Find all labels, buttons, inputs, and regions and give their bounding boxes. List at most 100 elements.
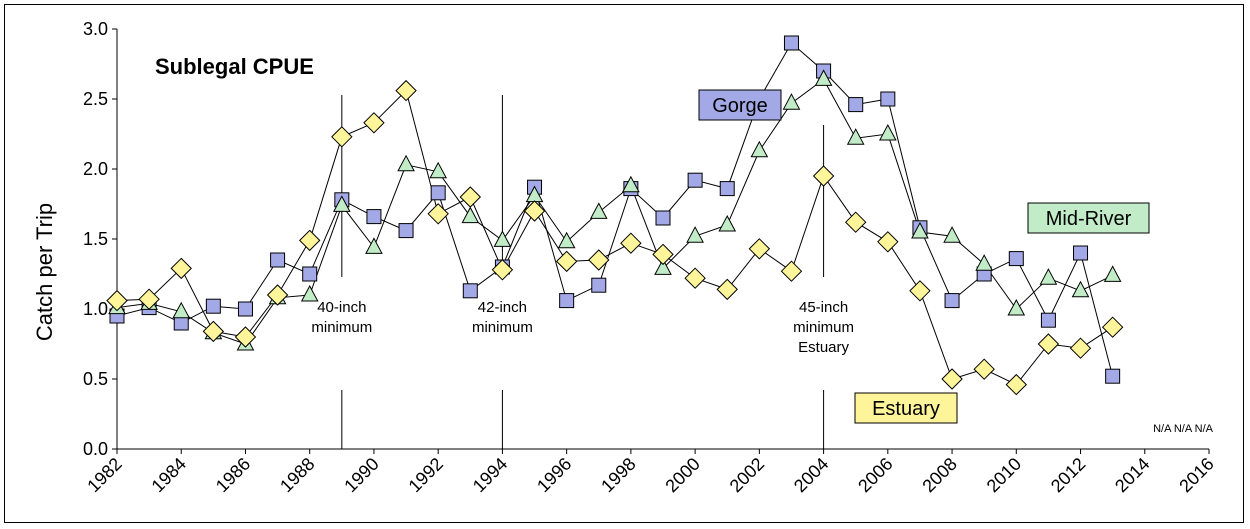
chart-title: Sublegal CPUE (155, 54, 314, 79)
y-tick-label: 1.0 (83, 299, 108, 319)
point-estuary (748, 238, 771, 260)
point-mid-river (1039, 268, 1058, 285)
point-gorge (302, 266, 318, 282)
point-gorge (1008, 251, 1024, 267)
point-mid-river (943, 226, 961, 243)
x-tick-label: 1986 (212, 454, 254, 496)
point-estuary (266, 284, 289, 306)
x-tick-label: 1990 (340, 454, 382, 496)
point-gorge (1040, 312, 1056, 328)
regulation-annotation: minimum (472, 319, 533, 336)
series-line-gorge (116, 42, 1114, 377)
point-mid-river (654, 258, 672, 275)
point-mid-river (493, 230, 512, 247)
point-estuary (1037, 333, 1060, 355)
point-estuary (941, 368, 963, 390)
x-tick-label: 2014 (1111, 454, 1153, 496)
x-tick-label: 2000 (661, 454, 703, 496)
regulation-annotation: 45-inch (799, 299, 848, 316)
y-tick-label: 1.5 (83, 229, 108, 249)
point-mid-river (911, 221, 929, 239)
point-gorge (591, 277, 607, 293)
x-tick-label: 1992 (405, 454, 447, 496)
point-mid-river (300, 284, 319, 302)
x-tick-label: 2006 (854, 454, 896, 496)
y-tick-label: 0.5 (83, 369, 108, 389)
point-gorge (944, 293, 960, 309)
point-mid-river (557, 231, 576, 249)
point-estuary (973, 358, 995, 380)
point-mid-river (814, 69, 833, 86)
legend-label-gorge: Gorge (712, 95, 768, 117)
point-estuary (844, 211, 867, 233)
point-estuary (523, 200, 546, 222)
point-estuary (684, 267, 706, 289)
point-gorge (462, 283, 478, 299)
point-gorge (880, 91, 896, 107)
point-gorge (1105, 368, 1121, 384)
point-estuary (170, 257, 192, 280)
point-gorge (366, 209, 382, 225)
x-tick-label: 2008 (918, 454, 960, 496)
point-estuary (106, 289, 128, 312)
point-gorge (559, 293, 575, 309)
point-estuary (298, 229, 321, 252)
point-estuary (555, 250, 578, 273)
chart-frame (4, 4, 1244, 523)
point-gorge (430, 185, 446, 201)
point-estuary (652, 243, 674, 266)
legend-box-estuary (854, 392, 958, 424)
y-tick-label: 2.5 (83, 89, 108, 109)
point-mid-river (878, 123, 897, 141)
x-tick-label: 2012 (1047, 454, 1089, 496)
point-estuary (363, 112, 385, 134)
point-mid-river (1071, 280, 1090, 298)
point-mid-river (365, 237, 383, 254)
y-axis-label: Catch per Trip (32, 203, 57, 341)
series-line-mid-river (116, 78, 1113, 345)
point-gorge (719, 181, 735, 197)
series-line-estuary (116, 89, 1113, 386)
legend-box-gorge (698, 89, 782, 121)
legend-label-estuary: Estuary (872, 398, 940, 420)
point-estuary (588, 249, 610, 271)
point-mid-river (622, 175, 640, 193)
point-estuary (620, 232, 642, 254)
point-mid-river (846, 128, 865, 145)
x-tick-label: 1994 (469, 454, 511, 496)
point-estuary (780, 260, 803, 282)
point-gorge (270, 252, 286, 268)
point-estuary (877, 231, 899, 253)
point-mid-river (750, 140, 769, 158)
point-mid-river (429, 161, 448, 179)
point-estuary (909, 280, 931, 302)
point-gorge (398, 223, 414, 239)
na-note: N/A N/A N/A (1153, 423, 1214, 435)
x-tick-label: 1996 (533, 454, 575, 496)
point-estuary (138, 288, 160, 310)
legend-box-mid-river (1027, 202, 1150, 234)
point-estuary (812, 165, 835, 187)
regulation-annotation: minimum (793, 319, 854, 336)
point-estuary (427, 203, 449, 225)
point-estuary (234, 326, 257, 348)
regulation-annotation: Estuary (798, 339, 849, 356)
regulation-annotation: minimum (311, 319, 372, 336)
x-tick-label: 1984 (148, 454, 190, 496)
point-estuary (1005, 373, 1028, 396)
x-tick-label: 2004 (790, 454, 832, 496)
point-gorge (783, 35, 799, 51)
point-mid-river (589, 202, 608, 219)
x-tick-label: 1982 (83, 454, 125, 496)
regulation-annotation: 42-inch (478, 299, 527, 316)
point-estuary (459, 186, 482, 208)
point-mid-river (397, 154, 415, 172)
point-mid-river (718, 214, 737, 232)
x-tick-label: 1988 (276, 454, 318, 496)
point-gorge (848, 97, 864, 113)
point-estuary (716, 278, 738, 301)
x-tick-label: 1998 (597, 454, 639, 496)
point-estuary (1101, 316, 1124, 338)
y-tick-label: 2.0 (83, 159, 108, 179)
